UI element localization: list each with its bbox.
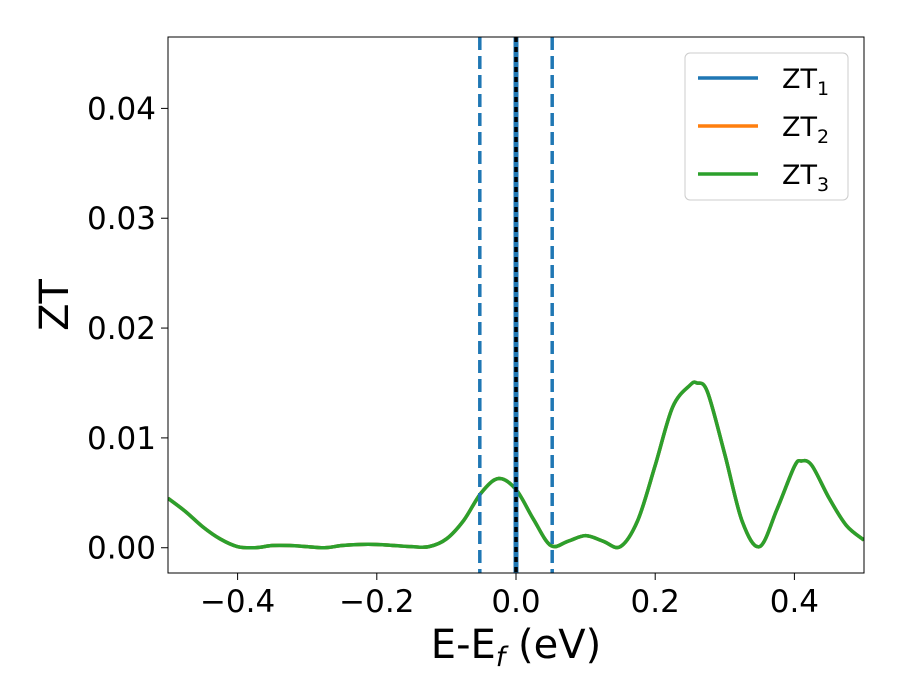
legend: ZT1 ZT2 ZT3 xyxy=(684,52,849,201)
y-axis-label: ZT xyxy=(32,279,78,331)
legend-box xyxy=(684,52,849,201)
x-tick-label: −0.2 xyxy=(339,584,414,620)
y-tick-label: 0.00 xyxy=(87,531,156,567)
legend-label-3: ZT3 xyxy=(782,160,829,196)
y-tick-label: 0.03 xyxy=(87,201,156,237)
series-line-3 xyxy=(168,380,864,550)
y-tick-label: 0.04 xyxy=(87,91,156,127)
legend-label-2: ZT2 xyxy=(782,112,829,148)
y-tick-label: 0.01 xyxy=(87,421,156,457)
x-tick-label: 0.2 xyxy=(631,584,680,620)
x-axis-label-unit: (eV) xyxy=(505,622,601,668)
x-axis-label-main: E-E xyxy=(431,622,496,668)
x-axis-label: E-Ef (eV) xyxy=(431,622,601,673)
x-tick-label: 0.4 xyxy=(770,584,819,620)
y-tick-label: 0.02 xyxy=(87,311,156,347)
x-tick-label: 0.0 xyxy=(491,584,540,620)
x-tick-label: −0.4 xyxy=(200,584,275,620)
plot-lines xyxy=(168,37,864,573)
legend-label-1: ZT1 xyxy=(782,64,829,100)
y-axis-ticks: 0.00 0.01 0.02 0.03 0.04 xyxy=(87,91,168,567)
x-axis-ticks: −0.4 −0.2 0.0 0.2 0.4 xyxy=(200,573,819,620)
